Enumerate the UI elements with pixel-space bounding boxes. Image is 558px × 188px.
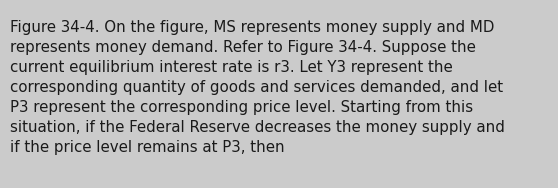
Text: Figure 34-4. On the figure, MS represents money supply and MD
represents money d: Figure 34-4. On the figure, MS represent… <box>10 20 505 155</box>
